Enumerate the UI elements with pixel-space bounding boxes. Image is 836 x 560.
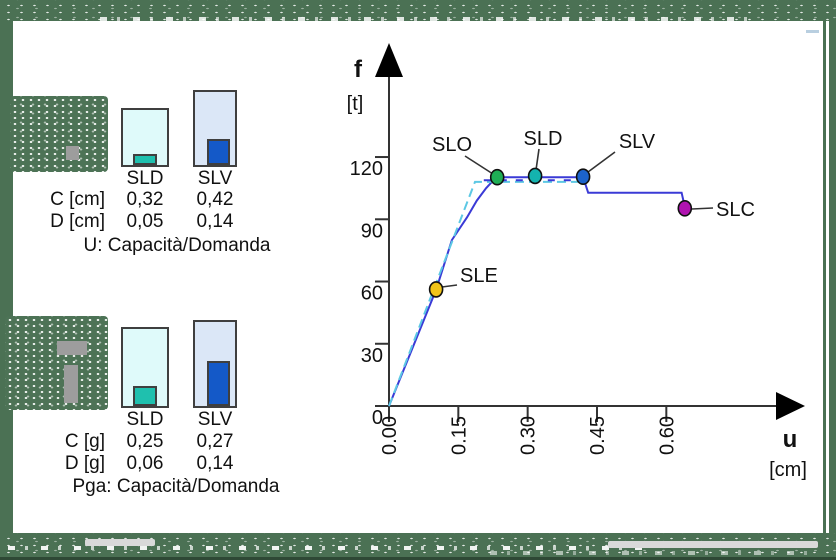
structure-icon-pga xyxy=(5,316,108,410)
column-header-slv-pga: SLV xyxy=(197,409,233,430)
capacity-bar-sld-displacement xyxy=(121,108,169,167)
limit-state-marker-sld xyxy=(527,167,543,185)
structure-icon-displacement xyxy=(10,96,108,172)
panel-caption-pga: Pga: Capacità/Domanda xyxy=(72,476,280,497)
demand-bar-slv-pga xyxy=(207,361,230,406)
demand-bar-sld-displacement xyxy=(133,154,157,165)
y-axis-unit: [t] xyxy=(347,93,364,115)
right-scrollbar-remnant xyxy=(826,21,829,533)
bottom-band-noise-text-2 xyxy=(490,551,820,555)
x-tick-label: 0.45 xyxy=(587,416,609,455)
limit-state-marker-slv xyxy=(575,168,591,185)
x-tick-label: 0.30 xyxy=(518,416,540,455)
limit-state-label-slc: SLC xyxy=(716,199,755,221)
column-header-sld: SLD xyxy=(126,168,164,189)
row-label-capacity-cm: C [cm] xyxy=(50,189,105,210)
limit-state-label-slo: SLO xyxy=(432,134,472,156)
value-demand-sld-g: 0,06 xyxy=(126,453,164,474)
bottom-band-noise-text-1 xyxy=(8,546,643,550)
top-right-blue-dash xyxy=(806,30,819,33)
callout-line-sld xyxy=(535,148,540,171)
limit-state-label-sle: SLE xyxy=(460,265,498,287)
callout-line-slc xyxy=(691,207,714,210)
value-demand-slv-g: 0,14 xyxy=(196,453,234,474)
limit-state-label-slv: SLV xyxy=(619,131,656,153)
value-capacity-sld-g: 0,25 xyxy=(126,431,164,452)
top-border-band xyxy=(0,0,836,21)
value-demand-sld-cm: 0,05 xyxy=(126,211,164,232)
x-tick-label: 0.15 xyxy=(448,416,470,455)
y-tick-label: 30 xyxy=(361,345,383,367)
demand-bar-slv-displacement xyxy=(207,139,230,165)
limit-state-label-sld: SLD xyxy=(524,128,563,150)
bottom-band-gray-bar-left xyxy=(85,539,155,546)
x-tick-label: 0.60 xyxy=(656,416,678,455)
y-axis-title: f xyxy=(354,56,363,83)
value-demand-slv-cm: 0,14 xyxy=(196,211,234,232)
row-label-demand-g: D [g] xyxy=(64,453,105,474)
top-band-noise-text xyxy=(100,17,760,21)
value-capacity-sld-cm: 0,32 xyxy=(126,189,164,210)
icon-gray-column xyxy=(64,365,78,403)
y-tick-label: 60 xyxy=(361,283,383,305)
icon-gray-square xyxy=(66,146,79,160)
y-tick-label: 120 xyxy=(350,158,383,180)
limit-state-marker-sle xyxy=(428,281,444,298)
x-axis-title: u xyxy=(783,426,798,453)
y-tick-label: 90 xyxy=(361,220,383,242)
callout-line-slo xyxy=(464,155,494,175)
y-tick-label: 0 xyxy=(372,407,383,429)
value-capacity-slv-cm: 0,42 xyxy=(196,189,234,210)
pushover-curve-chart: f [t] u [cm] 0.00 0.15 0.30 0.45 0.60 0 30 60 90… xyxy=(347,43,807,481)
callout-line-sle xyxy=(441,284,458,288)
x-tick-label: 0.00 xyxy=(379,416,401,455)
value-capacity-slv-g: 0,27 xyxy=(196,431,234,452)
capacity-bar-slv-pga xyxy=(193,320,237,408)
capacity-bar-sld-pga xyxy=(121,327,169,408)
limit-state-marker-slo xyxy=(489,168,505,186)
column-header-sld-pga: SLD xyxy=(126,409,164,430)
x-axis-unit: [cm] xyxy=(769,459,807,481)
limit-state-marker-slc xyxy=(677,200,693,217)
demand-bar-sld-pga xyxy=(133,386,157,406)
bottom-band-gray-bar-right xyxy=(608,541,818,548)
y-axis-arrowhead xyxy=(375,43,403,77)
column-header-slv: SLV xyxy=(197,168,233,189)
row-label-demand-cm: D [cm] xyxy=(50,211,105,232)
icon-gray-beam xyxy=(57,341,87,355)
row-label-capacity-g: C [g] xyxy=(64,431,105,452)
bottom-edge-line xyxy=(0,557,836,560)
panel-caption-displacement: U: Capacità/Domanda xyxy=(83,235,271,256)
capacity-bar-slv-displacement xyxy=(193,90,237,167)
callout-line-slv xyxy=(587,151,616,173)
bilinear-approximation xyxy=(388,180,584,407)
x-axis-arrowhead xyxy=(776,392,805,420)
